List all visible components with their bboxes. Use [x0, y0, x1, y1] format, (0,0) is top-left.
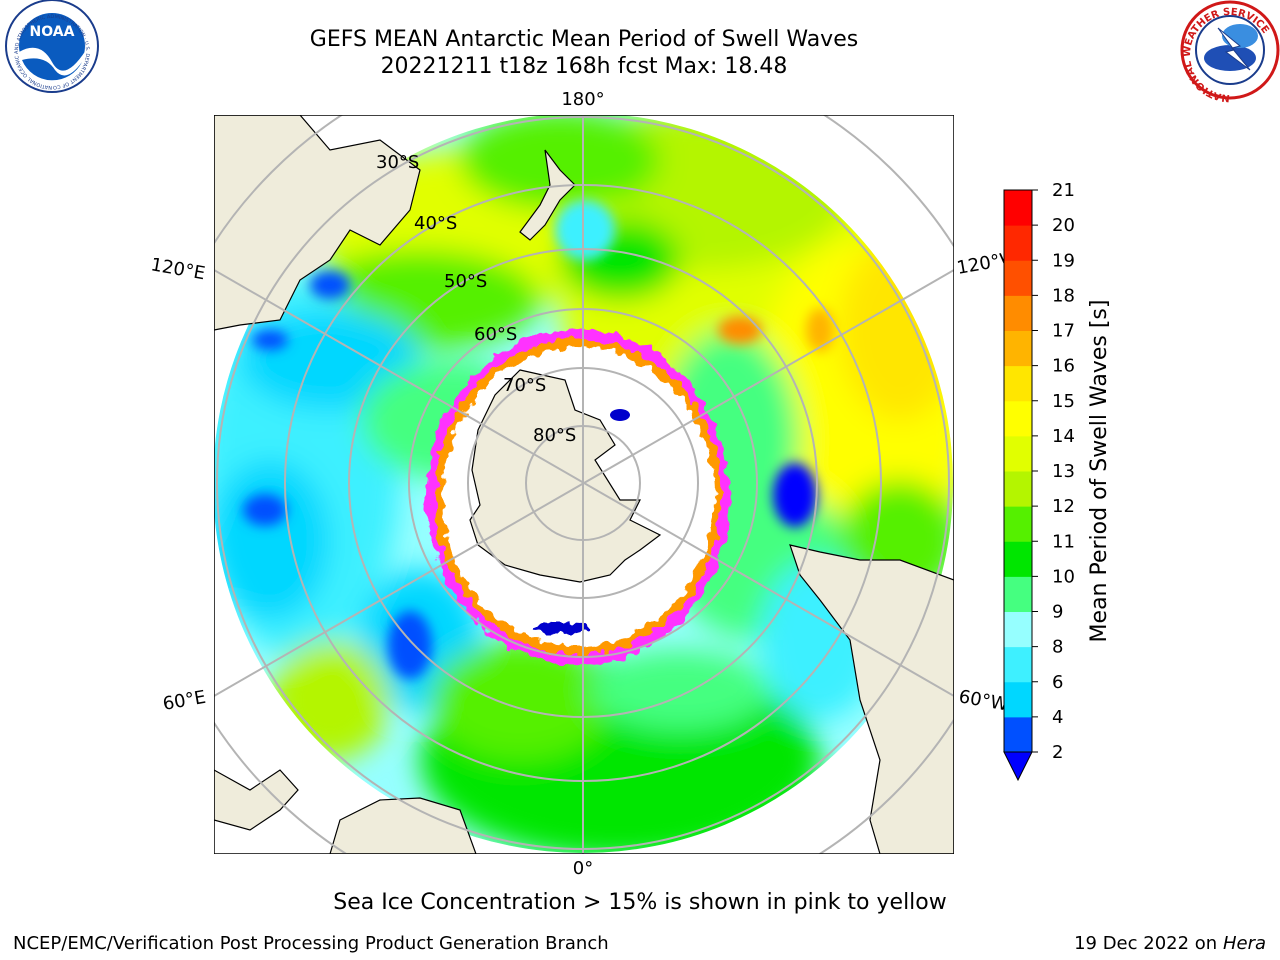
lon-label-60e: 60°E [161, 687, 207, 715]
colorbar-tick-label: 11 [1052, 531, 1075, 552]
colorbar-tick-label: 16 [1052, 356, 1075, 377]
colorbar-label: Mean Period of Swell Waves [s] [1087, 300, 1112, 643]
lat-label-80s: 80°S [533, 425, 576, 446]
colorbar-tick-label: 8 [1052, 637, 1063, 658]
colorbar-segment [1004, 471, 1032, 507]
antarctica-landmass [469, 369, 662, 583]
colorbar-segment [1004, 646, 1032, 683]
lon-label-180: 180° [561, 89, 604, 110]
colorbar-tick-label: 14 [1052, 426, 1075, 447]
colorbar-segment [1004, 400, 1032, 437]
colorbar-segment [1004, 225, 1032, 261]
colorbar-tick-label: 10 [1052, 566, 1075, 587]
sea-ice-footnote: Sea Ice Concentration > 15% is shown in … [333, 890, 947, 915]
production-date: 19 Dec 2022 on Hera [1074, 933, 1266, 954]
colorbar: 2 4 6 8 9 10 11 12 13 14 15 16 17 18 19 20 21 [1003, 180, 1075, 782]
colorbar-segment [1004, 435, 1032, 472]
colorbar-segment [1004, 611, 1032, 648]
nws-logo: NATIONAL WEATHER SERVICE [1180, 0, 1280, 103]
colorbar-tick-label: 21 [1052, 180, 1075, 201]
lat-label-50s: 50°S [444, 271, 487, 292]
lon-label-0: 0° [573, 858, 593, 879]
lat-label-70s: 70°S [503, 375, 546, 396]
colorbar-tick-label: 9 [1052, 602, 1063, 623]
graticule [214, 115, 954, 854]
colorbar-tick-label: 18 [1052, 285, 1075, 306]
colorbar-segment [1004, 681, 1032, 718]
colorbar-tick-label: 13 [1052, 461, 1075, 482]
colorbar-tick-label: 12 [1052, 496, 1075, 517]
colorbar-segment [1004, 260, 1032, 296]
colorbar-segment [1004, 295, 1032, 331]
noaa-logo: NOAA NATIONAL OCEANIC AND ATMOSPHERIC AD… [0, 0, 99, 93]
lat-label-60s: 60°S [474, 324, 517, 345]
noaa-logo-text: NOAA [30, 24, 75, 40]
lat-label-40s: 40°S [414, 213, 457, 234]
colorbar-segment [1004, 541, 1032, 577]
colorbar-segment [1004, 576, 1032, 612]
colorbar-segment [1004, 190, 1032, 226]
colorbar-tick-label: 4 [1052, 707, 1063, 728]
lon-label-120e: 120°E [149, 254, 207, 284]
colorbar-segment [1004, 716, 1032, 753]
producer-credit: NCEP/EMC/Verification Post Processing Pr… [13, 933, 609, 954]
colorbar-tick-label: 19 [1052, 250, 1075, 271]
map-panel [214, 115, 954, 854]
colorbar-tick-label: 20 [1052, 215, 1075, 236]
map-title: GEFS MEAN Antarctic Mean Period of Swell… [309, 27, 859, 52]
production-date-on: on [1194, 933, 1218, 954]
continents [214, 115, 954, 854]
lat-label-30s: 30°S [376, 152, 419, 173]
colorbar-segment [1004, 330, 1032, 367]
production-date-value: 19 Dec 2022 [1074, 933, 1190, 954]
colorbar-extend-arrow [1003, 751, 1033, 782]
colorbar-tick-label: 17 [1052, 321, 1075, 342]
colorbar-tick-label: 6 [1052, 672, 1063, 693]
lon-label-60w: 60°W [957, 686, 1010, 715]
colorbar-tick-label: 2 [1052, 742, 1063, 763]
production-host: Hera [1222, 933, 1266, 954]
map-subtitle: 20221211 t18z 168h fcst Max: 18.48 [380, 54, 788, 79]
colorbar-segment [1004, 506, 1032, 542]
colorbar-tick-label: 15 [1052, 391, 1075, 412]
colorbar-segment [1004, 365, 1032, 402]
